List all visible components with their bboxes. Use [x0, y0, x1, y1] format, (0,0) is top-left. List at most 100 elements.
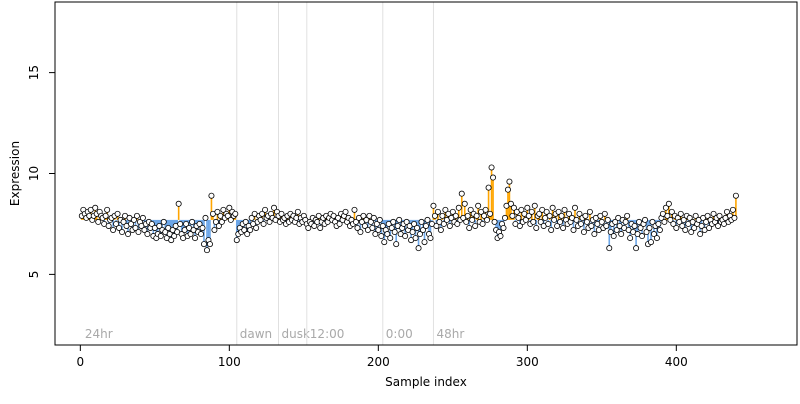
data-point [402, 233, 409, 240]
data-point [357, 229, 364, 236]
data-point [655, 220, 662, 227]
data-point [439, 212, 446, 219]
data-point [463, 218, 470, 225]
data-point [515, 214, 522, 221]
data-point [710, 210, 717, 217]
data-point [509, 212, 516, 219]
data-point [729, 206, 736, 213]
data-point [528, 208, 535, 215]
condition-label: 12:00 [310, 327, 345, 341]
data-point [113, 220, 120, 227]
data-point [105, 222, 112, 229]
data-point [110, 226, 117, 233]
data-point [500, 224, 507, 231]
data-point [271, 204, 278, 211]
data-point [412, 235, 419, 242]
data-point [260, 220, 267, 227]
data-point [114, 210, 121, 217]
data-point [278, 210, 285, 217]
data-point [677, 210, 684, 217]
data-point [573, 216, 580, 223]
data-point [461, 200, 468, 207]
data-point [187, 231, 194, 238]
data-point [582, 212, 589, 219]
data-point [481, 212, 488, 219]
data-point [697, 231, 704, 238]
plot-frame [54, 1, 798, 346]
x-tick-label: 300 [516, 355, 539, 369]
data-point [516, 222, 523, 229]
data-point [92, 204, 99, 211]
data-point [485, 184, 492, 191]
data-point [682, 226, 689, 233]
data-point [242, 218, 249, 225]
data-point [522, 216, 529, 223]
data-point [360, 212, 367, 219]
data-point [452, 212, 459, 219]
data-point [393, 241, 400, 248]
data-point [715, 222, 722, 229]
data-point [637, 224, 644, 231]
data-point [466, 224, 473, 231]
data-point [491, 218, 498, 225]
data-point [384, 231, 391, 238]
data-points [78, 164, 739, 254]
data-point [220, 206, 227, 213]
data-point [555, 208, 562, 215]
data-point [691, 224, 698, 231]
data-point [171, 233, 178, 240]
data-point [598, 218, 605, 225]
data-point [679, 222, 686, 229]
data-point [409, 229, 416, 236]
data-point [530, 218, 537, 225]
data-point [558, 212, 565, 219]
data-point [247, 226, 254, 233]
data-point [198, 231, 205, 238]
data-point [139, 214, 146, 221]
x-tick-label: 0 [77, 355, 85, 369]
data-point [218, 218, 225, 225]
condition-label: 0:00 [386, 327, 413, 341]
data-point [411, 220, 418, 227]
data-point [607, 229, 614, 236]
data-point [543, 208, 550, 215]
condition-markers: 24hr dawn dusk 12:00 0:00 48hr [85, 2, 464, 345]
data-point [372, 231, 379, 238]
data-point [144, 231, 151, 238]
data-point [232, 210, 239, 217]
data-point [588, 222, 595, 229]
data-point [177, 220, 184, 227]
data-point [396, 216, 403, 223]
data-point [591, 231, 598, 238]
data-point [561, 206, 568, 213]
data-point [233, 237, 240, 244]
data-point [506, 178, 513, 185]
data-point [414, 224, 421, 231]
data-point [647, 239, 654, 246]
data-point [224, 212, 231, 219]
data-point [248, 214, 255, 221]
condition-label: dusk [281, 327, 309, 341]
data-point [551, 216, 558, 223]
data-point [548, 226, 555, 233]
y-axis-title: Expression [8, 141, 22, 206]
data-point [390, 218, 397, 225]
data-point [487, 210, 494, 217]
data-point [557, 218, 564, 225]
data-point [376, 216, 383, 223]
data-point [673, 224, 680, 231]
data-point [618, 231, 625, 238]
data-point [571, 204, 578, 211]
data-point [226, 204, 233, 211]
data-point [203, 247, 210, 254]
deviation-segments [81, 167, 737, 251]
data-point [168, 237, 175, 244]
data-point [537, 218, 544, 225]
data-point [192, 235, 199, 242]
data-point [148, 220, 155, 227]
data-point [504, 186, 511, 193]
condition-label: dawn [240, 327, 272, 341]
data-point [688, 229, 695, 236]
data-point [317, 224, 324, 231]
